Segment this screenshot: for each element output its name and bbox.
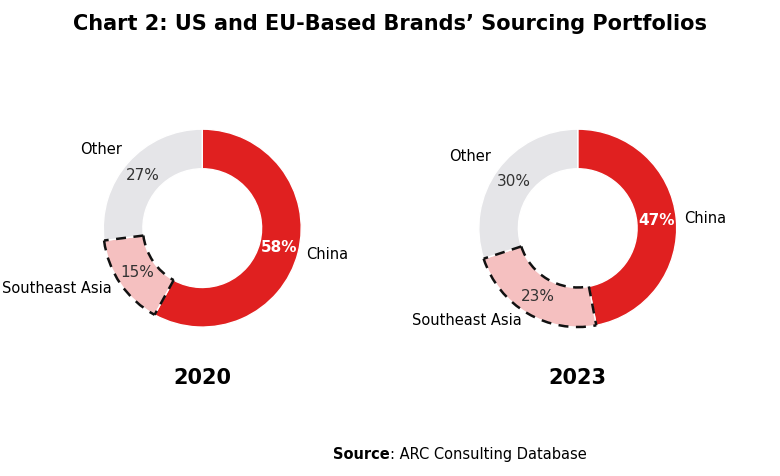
Text: China: China <box>306 247 348 262</box>
Text: Other: Other <box>449 149 491 165</box>
Text: 15%: 15% <box>120 265 154 280</box>
Wedge shape <box>484 247 596 327</box>
Text: China: China <box>684 210 726 226</box>
Text: Source: Source <box>333 446 390 462</box>
Text: Chart 2: US and EU-Based Brands’ Sourcing Portfolios: Chart 2: US and EU-Based Brands’ Sourcin… <box>73 14 707 34</box>
Text: Other: Other <box>80 142 122 157</box>
Wedge shape <box>578 129 677 325</box>
Wedge shape <box>479 129 578 258</box>
Wedge shape <box>104 236 174 315</box>
Text: 58%: 58% <box>261 240 297 255</box>
Text: Southeast Asia: Southeast Asia <box>412 313 521 327</box>
Text: 2020: 2020 <box>173 368 231 388</box>
Wedge shape <box>103 129 202 240</box>
Text: Southeast Asia: Southeast Asia <box>2 281 112 296</box>
Text: : ARC Consulting Database: : ARC Consulting Database <box>390 446 587 462</box>
Text: 27%: 27% <box>126 168 160 183</box>
Text: 2023: 2023 <box>549 368 607 388</box>
Text: 30%: 30% <box>497 174 530 189</box>
Wedge shape <box>154 129 301 327</box>
Text: 23%: 23% <box>520 289 555 304</box>
Text: 47%: 47% <box>638 213 675 228</box>
